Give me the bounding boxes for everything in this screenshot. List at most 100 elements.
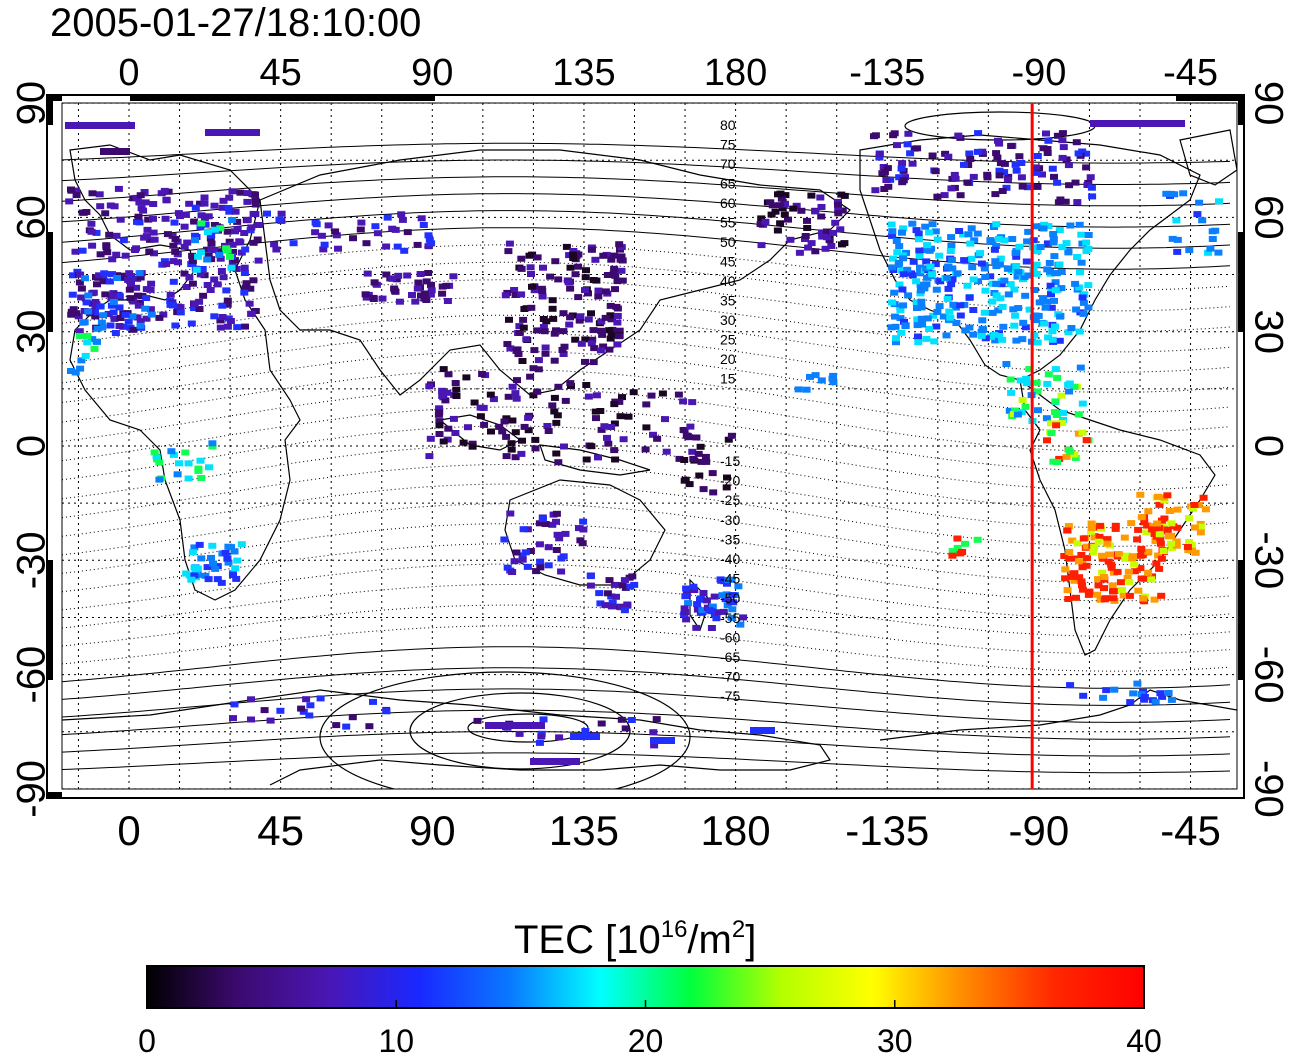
tec-cell xyxy=(1008,236,1017,242)
tec-cell xyxy=(1047,287,1056,294)
tec-cell xyxy=(247,310,256,317)
tec-cell xyxy=(589,327,598,334)
tec-cell xyxy=(254,222,263,228)
tec-cell xyxy=(125,286,134,293)
tec-cell xyxy=(188,252,197,259)
tec-cell xyxy=(1048,165,1057,172)
tec-cell xyxy=(1127,520,1136,527)
tec-cell xyxy=(210,202,219,209)
tec-cell xyxy=(904,292,913,299)
tec-cell xyxy=(223,323,232,330)
tec-cell xyxy=(539,716,548,723)
tec-cell xyxy=(1157,555,1166,562)
tec-cell xyxy=(963,179,972,186)
tec-cell xyxy=(145,248,154,255)
tec-cell xyxy=(722,591,731,598)
tec-cell xyxy=(505,240,514,247)
tec-cell xyxy=(1051,270,1060,277)
magnetic-contour xyxy=(62,503,1231,566)
tec-cell xyxy=(898,286,907,293)
tec-cell xyxy=(1183,544,1192,550)
magnetic-lat-label: 15 xyxy=(720,371,736,387)
tec-cell xyxy=(879,164,888,170)
tec-cell xyxy=(72,187,80,194)
tec-cell xyxy=(552,419,561,426)
tec-cell xyxy=(1151,538,1160,545)
tec-cell xyxy=(503,564,512,571)
tec-cell xyxy=(917,298,926,305)
tec-cell xyxy=(502,415,511,422)
tec-cell xyxy=(1053,132,1062,139)
tec-cell xyxy=(914,236,923,243)
tec-cell xyxy=(88,242,97,249)
top-longitude-labels: 0 45 90 135 180 -135 -90 -45 xyxy=(118,52,1218,94)
tec-cell xyxy=(681,476,690,483)
tec-cell xyxy=(416,271,425,277)
tec-cell xyxy=(1191,549,1200,556)
tec-cell xyxy=(899,271,908,278)
tec-cell xyxy=(126,295,135,302)
tec-cell xyxy=(203,256,212,263)
tec-cell xyxy=(144,216,153,223)
tec-cell xyxy=(210,276,219,283)
tec-cell xyxy=(169,451,178,458)
tec-cell xyxy=(916,264,924,271)
tec-cell xyxy=(470,399,479,406)
tec-cell xyxy=(823,234,831,241)
tec-cell xyxy=(1061,566,1070,573)
tec-cell xyxy=(84,308,93,315)
tec-cell xyxy=(243,216,252,223)
tec-cell xyxy=(1079,535,1088,542)
tec-cell xyxy=(435,405,444,412)
tec-cell xyxy=(243,190,252,197)
magnetic-contour xyxy=(62,142,1231,164)
tec-cell xyxy=(893,249,902,256)
tec-cell xyxy=(105,278,114,285)
tec-cell xyxy=(1063,527,1072,534)
tec-cell xyxy=(438,387,447,394)
tec-cell xyxy=(203,564,212,571)
tec-cell xyxy=(1096,522,1105,529)
tec-cell xyxy=(698,607,707,614)
tec-cell xyxy=(542,318,551,325)
tec-cell xyxy=(619,436,628,443)
tec-cell xyxy=(69,272,77,279)
tec-cell xyxy=(1100,574,1109,580)
tec-cell xyxy=(231,228,239,235)
tec-cell xyxy=(981,274,990,280)
tec-cell xyxy=(1084,282,1093,289)
tec-cell xyxy=(242,280,251,287)
tec-cell xyxy=(203,246,211,253)
tec-cell xyxy=(980,265,989,272)
tec-cell xyxy=(1032,270,1041,277)
tec-cell xyxy=(392,276,401,283)
tec-cell xyxy=(82,299,91,306)
tec-cell xyxy=(75,279,84,286)
tec-cell xyxy=(1086,174,1095,181)
tec-cell xyxy=(237,541,246,548)
magnetic-pole-contour xyxy=(319,671,691,789)
tec-cell xyxy=(108,271,116,278)
tec-cell xyxy=(451,380,460,386)
tec-cell xyxy=(1029,237,1038,244)
tec-cell xyxy=(225,238,234,245)
tec-cell xyxy=(109,299,118,305)
tec-cell xyxy=(566,380,575,387)
tec-cell xyxy=(535,739,544,746)
tec-cell xyxy=(511,454,520,461)
tec-cell xyxy=(1009,306,1018,313)
bottom-lon-label: -45 xyxy=(1160,807,1221,854)
tec-cell xyxy=(1199,494,1208,501)
tec-cell xyxy=(923,242,932,249)
tec-cell xyxy=(439,438,448,445)
tec-cell xyxy=(1107,564,1116,571)
tec-cell xyxy=(311,229,320,236)
tec-cell xyxy=(196,224,205,231)
tec-cell xyxy=(523,526,532,533)
tec-cell xyxy=(550,408,559,415)
tec-cell xyxy=(1024,228,1033,235)
tec-cell xyxy=(1011,312,1020,319)
tec-cell xyxy=(232,575,241,582)
tec-cell xyxy=(90,345,99,352)
tec-cell xyxy=(195,298,204,305)
